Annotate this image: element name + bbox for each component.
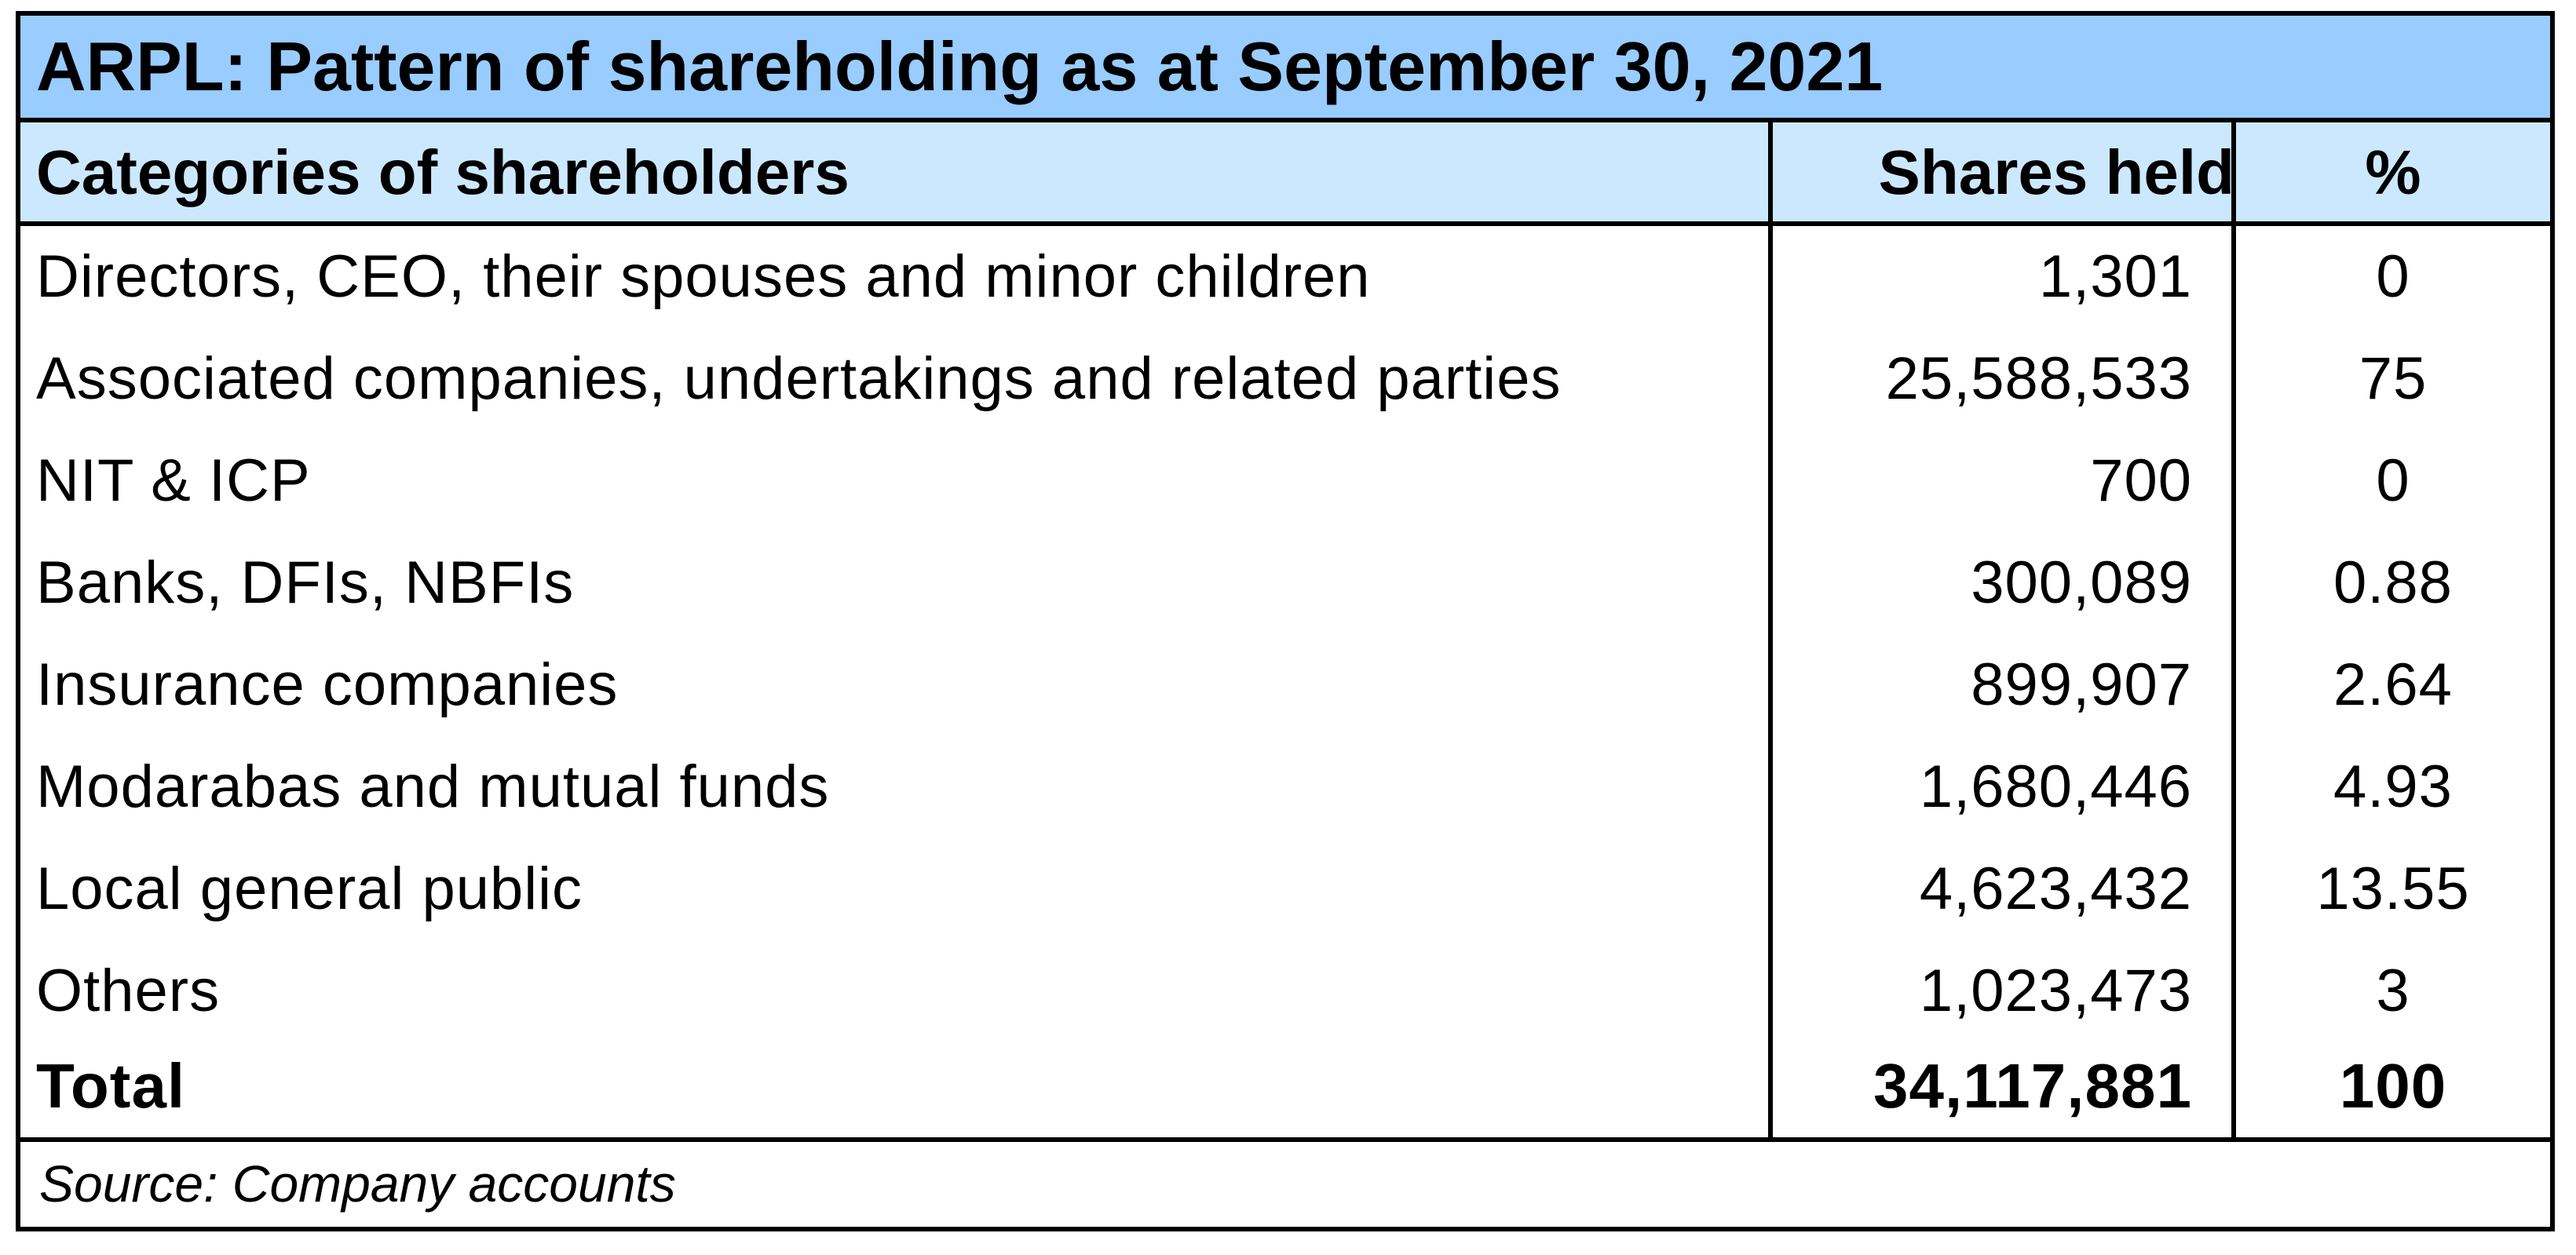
- table-title: ARPL: Pattern of shareholding as at Sept…: [36, 27, 1884, 105]
- shares-cell: 1,023,473: [1919, 958, 2192, 1024]
- category-cell: Local general public: [36, 856, 583, 922]
- header-row: Categories of shareholders Shares held %: [20, 122, 2550, 226]
- table-row: Local general public 4,623,432 13.55: [20, 838, 2550, 940]
- header-percent: %: [2365, 137, 2421, 207]
- percent-cell: 2.64: [2333, 651, 2453, 718]
- table-row: Others 1,023,473 3: [20, 940, 2550, 1042]
- category-cell: NIT & ICP: [36, 447, 311, 514]
- table-body: Directors, CEO, their spouses and minor …: [20, 226, 2550, 1042]
- percent-cell: 0: [2376, 243, 2410, 310]
- category-cell: Directors, CEO, their spouses and minor …: [36, 243, 1371, 310]
- header-shares-held: Shares held: [1878, 137, 2234, 207]
- source-note: Source: Company accounts: [39, 1155, 676, 1213]
- table-title-bar: ARPL: Pattern of shareholding as at Sept…: [20, 16, 2550, 122]
- total-row: Total 34,117,881 100: [20, 1036, 2550, 1142]
- total-percent: 100: [2339, 1051, 2447, 1121]
- shares-cell: 899,907: [1971, 651, 2192, 718]
- total-label: Total: [36, 1051, 186, 1121]
- column-divider: [1768, 122, 1773, 1142]
- percent-cell: 3: [2376, 958, 2410, 1024]
- percent-cell: 0.88: [2333, 549, 2453, 616]
- category-cell: Others: [36, 958, 221, 1024]
- shareholding-table: ARPL: Pattern of shareholding as at Sept…: [16, 11, 2555, 1231]
- category-cell: Modarabas and mutual funds: [36, 753, 830, 820]
- shares-cell: 1,680,446: [1919, 753, 2192, 820]
- table-row: Modarabas and mutual funds 1,680,446 4.9…: [20, 736, 2550, 838]
- category-cell: Insurance companies: [36, 651, 619, 718]
- table-row: Directors, CEO, their spouses and minor …: [20, 226, 2550, 328]
- header-categories: Categories of shareholders: [36, 137, 850, 207]
- table-row: NIT & ICP 700 0: [20, 430, 2550, 532]
- table-row: Associated companies, undertakings and r…: [20, 328, 2550, 430]
- shares-cell: 1,301: [2038, 243, 2192, 310]
- column-divider: [2231, 122, 2236, 1142]
- shares-cell: 300,089: [1971, 549, 2192, 616]
- category-cell: Associated companies, undertakings and r…: [36, 345, 1562, 412]
- percent-cell: 4.93: [2333, 753, 2453, 820]
- table-row: Insurance companies 899,907 2.64: [20, 634, 2550, 736]
- shares-cell: 700: [2090, 447, 2192, 514]
- category-cell: Banks, DFIs, NBFIs: [36, 549, 575, 616]
- percent-cell: 75: [2359, 345, 2428, 412]
- shares-cell: 25,588,533: [1885, 345, 2192, 412]
- total-shares: 34,117,881: [1873, 1051, 2192, 1121]
- table-row: Banks, DFIs, NBFIs 300,089 0.88: [20, 532, 2550, 634]
- percent-cell: 13.55: [2316, 856, 2470, 922]
- shares-cell: 4,623,432: [1919, 856, 2192, 922]
- percent-cell: 0: [2376, 447, 2410, 514]
